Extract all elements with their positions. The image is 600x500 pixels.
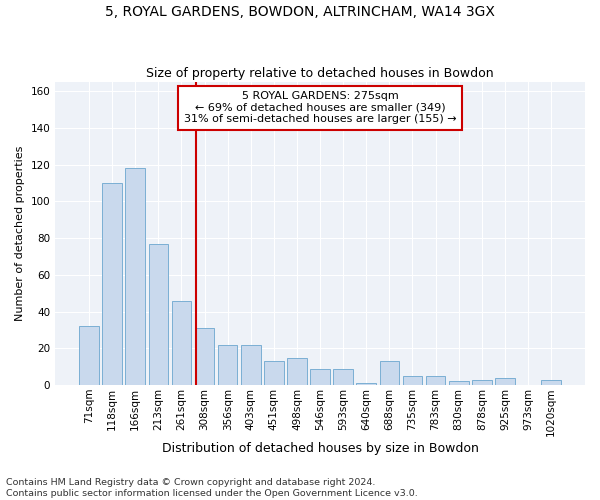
- Bar: [380, 362, 399, 385]
- Bar: [241, 345, 260, 385]
- Bar: [264, 362, 284, 385]
- Bar: [426, 376, 445, 385]
- Text: 5 ROYAL GARDENS: 275sqm
← 69% of detached houses are smaller (349)
31% of semi-d: 5 ROYAL GARDENS: 275sqm ← 69% of detache…: [184, 91, 457, 124]
- Bar: [541, 380, 561, 385]
- X-axis label: Distribution of detached houses by size in Bowdon: Distribution of detached houses by size …: [161, 442, 479, 455]
- Bar: [495, 378, 515, 385]
- Bar: [287, 358, 307, 385]
- Bar: [79, 326, 99, 385]
- Bar: [218, 345, 238, 385]
- Bar: [149, 244, 168, 385]
- Bar: [310, 368, 330, 385]
- Bar: [334, 368, 353, 385]
- Bar: [125, 168, 145, 385]
- Bar: [172, 300, 191, 385]
- Bar: [356, 384, 376, 385]
- Title: Size of property relative to detached houses in Bowdon: Size of property relative to detached ho…: [146, 66, 494, 80]
- Y-axis label: Number of detached properties: Number of detached properties: [15, 146, 25, 322]
- Text: Contains HM Land Registry data © Crown copyright and database right 2024.
Contai: Contains HM Land Registry data © Crown c…: [6, 478, 418, 498]
- Bar: [403, 376, 422, 385]
- Bar: [195, 328, 214, 385]
- Bar: [103, 183, 122, 385]
- Bar: [472, 380, 491, 385]
- Bar: [449, 382, 469, 385]
- Text: 5, ROYAL GARDENS, BOWDON, ALTRINCHAM, WA14 3GX: 5, ROYAL GARDENS, BOWDON, ALTRINCHAM, WA…: [105, 5, 495, 19]
